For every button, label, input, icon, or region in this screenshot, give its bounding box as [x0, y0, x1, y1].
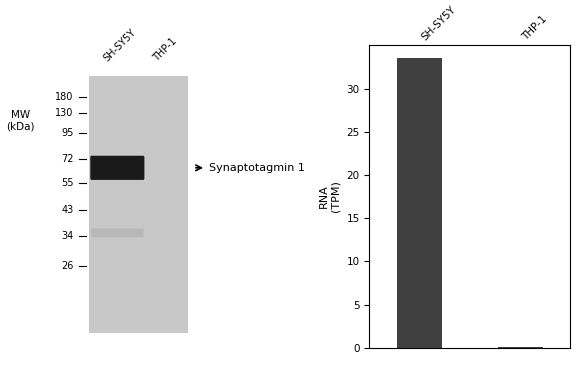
Text: 95: 95 — [61, 128, 73, 138]
Text: THP-1: THP-1 — [151, 36, 179, 64]
Y-axis label: RNA
(TPM): RNA (TPM) — [320, 181, 341, 212]
Text: 180: 180 — [55, 92, 73, 102]
FancyBboxPatch shape — [91, 228, 144, 237]
Text: Synaptotagmin 1: Synaptotagmin 1 — [208, 163, 304, 173]
Bar — [397, 58, 442, 348]
Text: MW
(kDa): MW (kDa) — [6, 110, 34, 132]
Bar — [498, 347, 543, 348]
Text: 26: 26 — [61, 261, 73, 271]
Text: 55: 55 — [61, 178, 73, 188]
Text: 72: 72 — [61, 154, 73, 164]
FancyBboxPatch shape — [90, 156, 144, 180]
FancyBboxPatch shape — [89, 76, 188, 333]
Text: 34: 34 — [61, 231, 73, 241]
Text: 130: 130 — [55, 108, 73, 118]
Text: SH-SY5Y: SH-SY5Y — [102, 27, 138, 64]
Text: 43: 43 — [61, 205, 73, 215]
